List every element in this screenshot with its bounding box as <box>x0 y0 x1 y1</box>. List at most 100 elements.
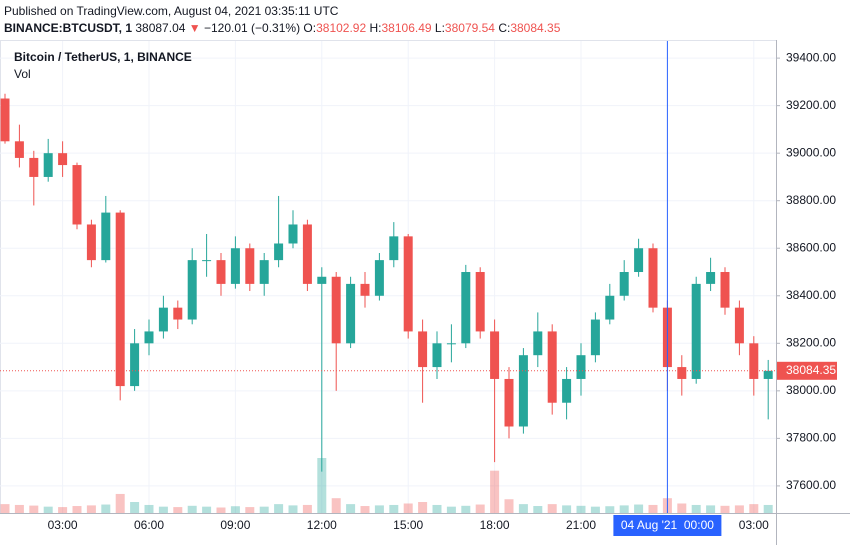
x-tick-label: 12:00 <box>307 518 337 532</box>
published: Published on TradingView.com, August 04,… <box>4 4 339 18</box>
volume-bar <box>86 505 96 513</box>
y-tick-label: 38600.00 <box>786 240 836 254</box>
y-tick-label: 37800.00 <box>786 431 836 445</box>
y-tick-label: 38200.00 <box>786 335 836 349</box>
candle-body <box>144 331 154 344</box>
volume-bar <box>749 504 759 513</box>
volume-bar <box>389 504 399 513</box>
candle-body <box>389 236 399 261</box>
crosshair-label: 04 Aug '21 00:00 <box>621 518 714 532</box>
volume-bar <box>403 503 413 513</box>
candle-body <box>619 272 629 296</box>
volume-bar <box>259 506 269 513</box>
x-tick-label: 21:00 <box>566 518 596 532</box>
candle-body <box>288 224 298 244</box>
candle-body <box>331 276 341 344</box>
grid: 37600.00 37800.00 38000.00 38200.00 38400.00… <box>0 41 836 532</box>
candle-body <box>763 370 773 379</box>
volume-bar <box>706 505 716 513</box>
ohlc-c: 38084.35 <box>510 21 560 35</box>
volume-bar <box>634 504 644 513</box>
volume-bar <box>418 502 428 513</box>
candle-body <box>158 307 168 332</box>
y-tick-label: 38000.00 <box>786 383 836 397</box>
arrow: ▼ <box>189 21 201 35</box>
ohlc-l-label: L: <box>435 21 445 35</box>
volume-bar <box>475 504 485 513</box>
crosshair-label-box <box>613 515 722 536</box>
volume-bar <box>648 504 658 513</box>
volume-bar <box>720 505 730 513</box>
volume-bar <box>58 507 68 513</box>
ohlc-c-label: C: <box>498 21 510 35</box>
candle-body <box>72 165 82 225</box>
candle-body <box>706 272 716 284</box>
candle-body <box>302 224 312 284</box>
candle-body <box>58 153 68 166</box>
volume-bar <box>734 505 744 513</box>
candle-body <box>86 224 96 261</box>
candle-body <box>14 141 24 158</box>
y-tick-label: 38800.00 <box>786 193 836 207</box>
volume-bar <box>245 507 255 513</box>
candle-body <box>605 295 615 320</box>
candle-body <box>518 355 528 427</box>
candle-body <box>734 307 744 344</box>
candle-body <box>720 272 730 308</box>
x-tick-label: 15:00 <box>393 518 423 532</box>
candle-body <box>317 276 327 284</box>
candle-body <box>360 283 370 296</box>
volume-bar <box>432 504 442 513</box>
candle-body <box>0 98 10 142</box>
volume-bar <box>533 506 543 513</box>
header-line: BINANCE:BTCUSDT, 1 38087.04 ▼ −120.01 (−… <box>4 21 561 35</box>
volume-bar <box>504 499 514 513</box>
last-price-box <box>777 361 837 380</box>
x-tick-label: 18:00 <box>480 518 510 532</box>
ohlc-o: 38102.92 <box>316 21 366 35</box>
volume-bar <box>302 504 312 513</box>
candles <box>0 93 773 472</box>
candle-body <box>749 343 759 379</box>
candle-body <box>101 212 111 261</box>
candle-body <box>562 378 572 403</box>
candle-body <box>634 248 644 273</box>
volume-bar <box>43 506 53 513</box>
x-tick-label: 06:00 <box>134 518 164 532</box>
volume-bar <box>187 505 197 513</box>
candle-body <box>590 319 600 356</box>
volume-bar <box>605 506 615 513</box>
candle-body <box>259 260 269 284</box>
candle-body <box>504 378 514 427</box>
candle-body <box>432 343 442 368</box>
volume-bar <box>115 493 125 513</box>
y-tick-label: 39000.00 <box>786 145 836 159</box>
candle-body <box>187 260 197 320</box>
candle-body <box>648 248 658 308</box>
volume-bar <box>158 506 168 513</box>
candle-body <box>130 343 140 387</box>
candle-body <box>43 153 53 177</box>
volume-bar <box>0 504 10 513</box>
ohlc-o-label: O: <box>303 21 316 35</box>
ohlc-h-label: H: <box>370 21 382 35</box>
volume-bar <box>691 504 701 513</box>
candle-body <box>677 367 687 379</box>
x-tick-label: 03:00 <box>739 518 769 532</box>
last-price-label: 38084.35 <box>786 363 836 377</box>
volume-bar <box>202 506 212 513</box>
volume-bar <box>130 502 140 513</box>
candle-body <box>374 260 384 296</box>
volume-bar <box>29 505 39 513</box>
candle-body <box>475 272 485 332</box>
volume-bar <box>547 504 557 513</box>
volume-bar <box>562 505 572 513</box>
volume-bar <box>590 506 600 513</box>
change: −120.01 (−0.31%) <box>204 21 300 35</box>
x-tick-label: 09:00 <box>220 518 250 532</box>
volume-bar <box>216 507 226 513</box>
volume-bar <box>346 504 356 513</box>
volume-bar <box>331 498 341 513</box>
candle-body <box>533 331 543 356</box>
